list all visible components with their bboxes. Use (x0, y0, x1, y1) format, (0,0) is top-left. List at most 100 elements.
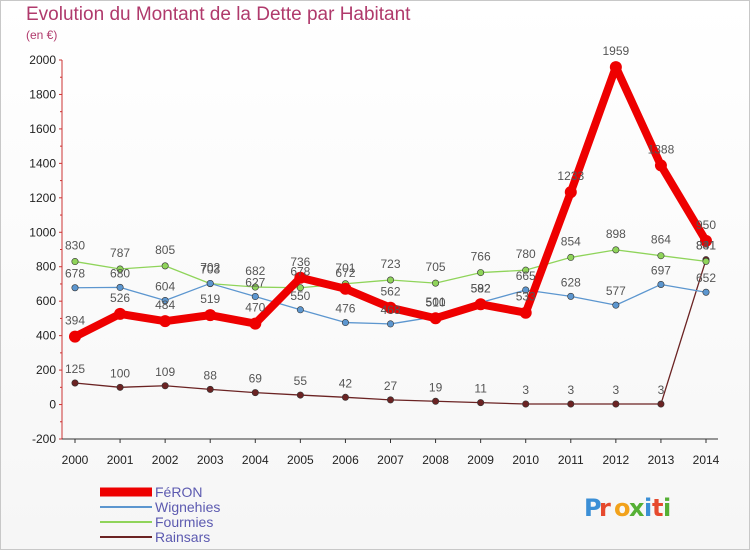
data-point (564, 186, 577, 199)
x-tick-label: 2006 (332, 453, 359, 467)
y-tick-label: -200 (32, 432, 56, 446)
data-label: 109 (155, 365, 175, 379)
data-label: 723 (380, 257, 400, 271)
data-point (432, 279, 440, 287)
series-group (69, 61, 712, 408)
data-label: 582 (471, 281, 491, 295)
data-label: 787 (110, 246, 130, 260)
data-label: 697 (651, 263, 671, 277)
data-point (341, 319, 349, 327)
data-label: 780 (516, 247, 536, 261)
data-point (474, 298, 487, 311)
data-label: 100 (110, 366, 130, 380)
data-label: 468 (380, 303, 400, 317)
data-label: 394 (65, 314, 85, 328)
data-label: 11 (474, 382, 487, 396)
x-tick-label: 2007 (377, 453, 404, 467)
x-tick-label: 2004 (242, 453, 269, 467)
data-point (161, 296, 169, 304)
data-label: 678 (290, 265, 310, 279)
y-tick-label: 600 (36, 294, 56, 308)
data-point (251, 293, 259, 301)
data-label: 88 (204, 368, 218, 382)
data-point (386, 320, 394, 328)
data-point (116, 283, 124, 291)
y-tick-label: 1000 (29, 225, 56, 239)
x-tick-label: 2001 (107, 453, 134, 467)
data-label: 950 (696, 218, 716, 232)
x-tick-label: 2005 (287, 453, 314, 467)
data-label: 703 (200, 262, 220, 276)
data-label: 69 (249, 372, 263, 386)
data-point (71, 258, 79, 266)
data-point (522, 286, 530, 294)
y-tick-label: 2000 (29, 53, 56, 67)
data-label: 592 (471, 282, 491, 296)
data-point (612, 301, 620, 309)
data-point (386, 276, 394, 284)
data-point (657, 252, 665, 260)
data-point (69, 330, 81, 343)
x-tick-label: 2012 (603, 453, 630, 467)
y-tick-label: 400 (36, 329, 56, 343)
data-point (116, 383, 124, 391)
logo-letter: P (584, 494, 602, 522)
data-point (251, 389, 259, 397)
data-point (567, 400, 575, 408)
data-label: 680 (110, 266, 130, 280)
data-point (384, 301, 397, 314)
data-label: 604 (155, 279, 175, 293)
data-point (519, 306, 532, 319)
data-point (161, 382, 169, 390)
x-tick-label: 2008 (422, 453, 449, 467)
data-label: 766 (471, 250, 491, 264)
x-tick-label: 2002 (152, 453, 179, 467)
data-label: 526 (110, 291, 130, 305)
data-point (429, 312, 442, 325)
x-tick-label: 2010 (512, 453, 539, 467)
data-label: 652 (696, 271, 716, 285)
data-point (567, 253, 575, 261)
data-label: 702 (200, 261, 220, 275)
data-label: 19 (429, 380, 443, 394)
data-label: 736 (290, 255, 310, 269)
data-point (339, 282, 352, 295)
data-point (386, 396, 394, 404)
data-label: 125 (65, 362, 85, 376)
x-tick-label: 2011 (558, 453, 584, 467)
data-label: 854 (561, 234, 581, 248)
data-point (702, 257, 710, 265)
data-point (612, 246, 620, 254)
data-label: 665 (516, 269, 536, 283)
data-label: 27 (384, 379, 398, 393)
y-tick-label: 200 (36, 363, 56, 377)
data-point (206, 279, 214, 287)
data-point (567, 292, 575, 300)
data-point (612, 400, 620, 408)
data-point (159, 315, 172, 328)
legend-label: Rainsars (155, 529, 210, 545)
legend-label: Fourmies (155, 514, 213, 530)
data-point (522, 400, 530, 408)
x-tick-label: 2003 (197, 453, 224, 467)
y-tick-label: 0 (49, 398, 56, 412)
y-tick-label: 1400 (29, 156, 56, 170)
data-label: 830 (65, 239, 85, 253)
data-label: 701 (335, 261, 355, 275)
data-point (654, 159, 667, 172)
data-label: 550 (290, 289, 310, 303)
data-label: 678 (65, 267, 85, 281)
data-label: 55 (294, 374, 308, 388)
data-point (249, 317, 262, 330)
data-label: 831 (696, 238, 716, 252)
data-point (296, 284, 304, 292)
data-label: 805 (155, 243, 175, 257)
data-label: 3 (522, 383, 529, 397)
data-point (116, 265, 124, 273)
data-label: 3 (567, 383, 574, 397)
legend-label: Wignehies (155, 499, 220, 515)
y-tick-label: 800 (36, 260, 56, 274)
data-point (432, 397, 440, 405)
y-tick-label: 1600 (29, 122, 56, 136)
